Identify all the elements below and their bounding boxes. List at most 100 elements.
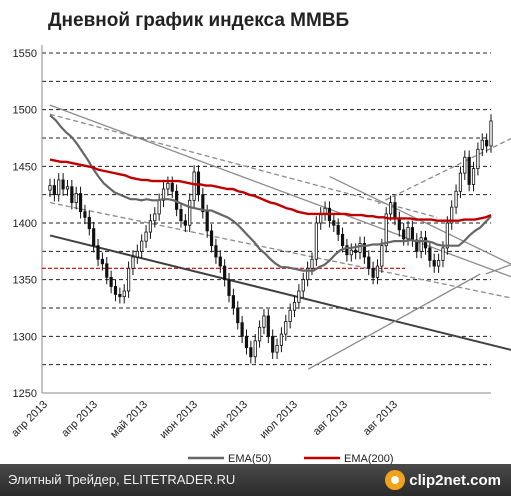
candle-body bbox=[336, 224, 340, 235]
candle-body bbox=[388, 202, 393, 215]
candle-body bbox=[458, 172, 463, 192]
candle-body bbox=[122, 290, 126, 298]
y-tick-label: 1450 bbox=[13, 161, 37, 173]
candle-body bbox=[485, 139, 489, 147]
candle-body bbox=[65, 186, 70, 190]
candle-body bbox=[371, 267, 375, 278]
candle-body bbox=[109, 276, 113, 287]
candle-body bbox=[96, 245, 100, 260]
y-tick-label: 1350 bbox=[13, 275, 37, 287]
candle-body bbox=[297, 290, 301, 303]
candle-body bbox=[201, 194, 205, 213]
candle-body bbox=[61, 179, 65, 190]
candle-body bbox=[340, 233, 345, 247]
candle-body bbox=[205, 211, 209, 232]
candle-body bbox=[384, 213, 388, 247]
candle-body bbox=[144, 231, 148, 242]
candle-body bbox=[170, 182, 174, 192]
x-tick-label: июн 2013 bbox=[158, 399, 200, 441]
candle-body bbox=[397, 218, 401, 231]
candle-body bbox=[100, 258, 104, 265]
candle-body bbox=[393, 202, 397, 219]
legend-label: EMA(50) bbox=[228, 453, 271, 465]
candle-body bbox=[183, 220, 187, 226]
x-tick-label: авг 2013 bbox=[311, 399, 350, 438]
trendline bbox=[49, 201, 511, 299]
legend-label: EMA(200) bbox=[344, 453, 394, 465]
y-tick-label: 1300 bbox=[13, 331, 37, 343]
candle-body bbox=[467, 156, 471, 185]
trendline bbox=[49, 234, 511, 351]
trendline bbox=[307, 273, 481, 370]
candle-body bbox=[441, 247, 445, 261]
candle-body bbox=[87, 216, 91, 230]
gridlines bbox=[41, 45, 491, 394]
x-tick-label: авг 2013 bbox=[361, 399, 400, 438]
candle-body bbox=[419, 237, 423, 252]
candle-body bbox=[249, 347, 253, 358]
candle-body bbox=[415, 239, 419, 252]
candle-body bbox=[279, 333, 284, 346]
x-tick-label: июл 2013 bbox=[258, 399, 301, 442]
x-tick-label: апр 2013 bbox=[59, 399, 100, 440]
candle-body bbox=[92, 228, 96, 247]
candle-body bbox=[48, 185, 52, 191]
x-tick-label: апр 2013 bbox=[9, 399, 50, 440]
candle-body bbox=[288, 309, 292, 322]
candle-body bbox=[432, 259, 436, 267]
candle-body bbox=[332, 220, 336, 226]
price-candles bbox=[48, 114, 493, 364]
candle-body bbox=[437, 259, 441, 267]
x-tick-label: июн 2013 bbox=[208, 399, 250, 441]
candle-body bbox=[358, 242, 362, 253]
y-tick-label: 1250 bbox=[13, 388, 37, 400]
candle-body bbox=[161, 188, 166, 201]
y-tick-label: 1500 bbox=[13, 105, 37, 117]
candle-body bbox=[319, 213, 323, 224]
candle-body bbox=[271, 335, 275, 353]
candle-body bbox=[349, 249, 353, 256]
candle-body bbox=[306, 267, 310, 281]
candle-body bbox=[214, 245, 218, 258]
candle-body bbox=[57, 179, 61, 196]
candle-body bbox=[262, 315, 266, 328]
candle-body bbox=[157, 199, 161, 215]
trendline bbox=[377, 137, 511, 205]
candle-body bbox=[153, 213, 157, 222]
candle-body bbox=[345, 245, 349, 256]
candle-body bbox=[314, 222, 318, 260]
candle-body bbox=[380, 245, 384, 267]
candle-body bbox=[231, 295, 235, 309]
candle-body bbox=[105, 263, 109, 278]
candle-body bbox=[489, 120, 493, 147]
x-tick-labels: апр 2013 апр 2013 май 2013 июн 2013 июн 2013… bbox=[9, 399, 400, 442]
candle-body bbox=[428, 247, 432, 261]
candle-body bbox=[354, 249, 358, 253]
candle-body bbox=[209, 230, 214, 247]
candle-body bbox=[148, 220, 153, 233]
candle-body bbox=[126, 267, 131, 292]
candle-body bbox=[480, 139, 484, 150]
candle-body bbox=[410, 227, 415, 241]
candle-body bbox=[192, 171, 196, 201]
legend: EMA(50) EMA(200) bbox=[188, 453, 394, 465]
candle-body bbox=[367, 256, 371, 269]
candle-body bbox=[423, 237, 428, 249]
trendline bbox=[49, 113, 438, 218]
candle-body bbox=[275, 344, 279, 353]
candle-body bbox=[135, 250, 139, 258]
clip2net-logo[interactable]: clip2net.com bbox=[385, 469, 501, 491]
chart-title: Дневной график индекса ММВБ bbox=[48, 10, 350, 31]
candle-body bbox=[471, 168, 476, 185]
footer-source-text: Элитный Трейдер, ELITETRADER.RU bbox=[8, 472, 236, 487]
trendline bbox=[329, 175, 511, 265]
candle-body bbox=[406, 227, 410, 240]
y-tick-labels: 1250 1300 1350 1400 1450 1500 1550 bbox=[13, 48, 37, 400]
candle-body bbox=[113, 286, 118, 295]
candle-body bbox=[310, 258, 314, 269]
candle-body bbox=[244, 335, 249, 349]
candle-body bbox=[223, 265, 227, 281]
clip2net-logo-text: clip2net.com bbox=[409, 471, 501, 489]
candle-body bbox=[236, 307, 240, 324]
